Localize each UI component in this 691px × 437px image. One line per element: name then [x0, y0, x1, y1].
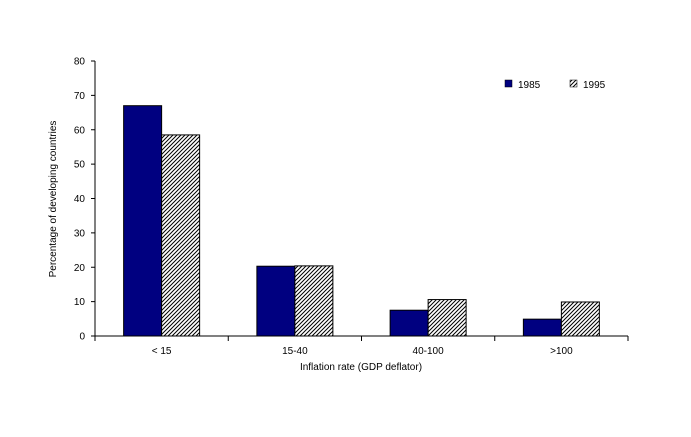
legend: 1985 1995: [504, 79, 606, 91]
bar-1995-4: [560, 301, 600, 337]
bar-1995-3: [427, 299, 467, 337]
y-tick-label: 60: [74, 125, 86, 136]
x-tick-label: 15-40: [282, 346, 308, 357]
bar-1985-2: [256, 265, 296, 337]
x-tick-label: < 15: [152, 346, 172, 357]
legend-swatch-1995: [569, 79, 578, 88]
x-tick-label: >100: [550, 346, 573, 357]
bar-1985-1: [123, 105, 163, 337]
bar-1985-4: [522, 318, 562, 337]
y-axis-title: Percentage of developing countries: [48, 121, 59, 278]
legend-label-1995: 1995: [583, 80, 606, 91]
y-tick-label: 10: [74, 297, 86, 308]
y-tick-label: 50: [74, 160, 86, 171]
x-axis-title: Inflation rate (GDP deflator): [300, 362, 422, 373]
legend-swatch-1985: [504, 79, 513, 88]
y-tick-label: 70: [74, 91, 86, 102]
x-tick-label: 40-100: [413, 346, 445, 357]
bar-1995-2: [294, 265, 334, 337]
legend-label-1985: 1985: [518, 80, 541, 91]
y-tick-label: 80: [74, 57, 86, 68]
y-tick-label: 30: [74, 228, 86, 239]
bar-1995-1: [161, 134, 201, 337]
y-tick-label: 20: [74, 263, 86, 274]
y-tick-label: 40: [74, 194, 86, 205]
y-tick-label: 0: [79, 332, 85, 343]
bar-1985-3: [389, 309, 429, 337]
